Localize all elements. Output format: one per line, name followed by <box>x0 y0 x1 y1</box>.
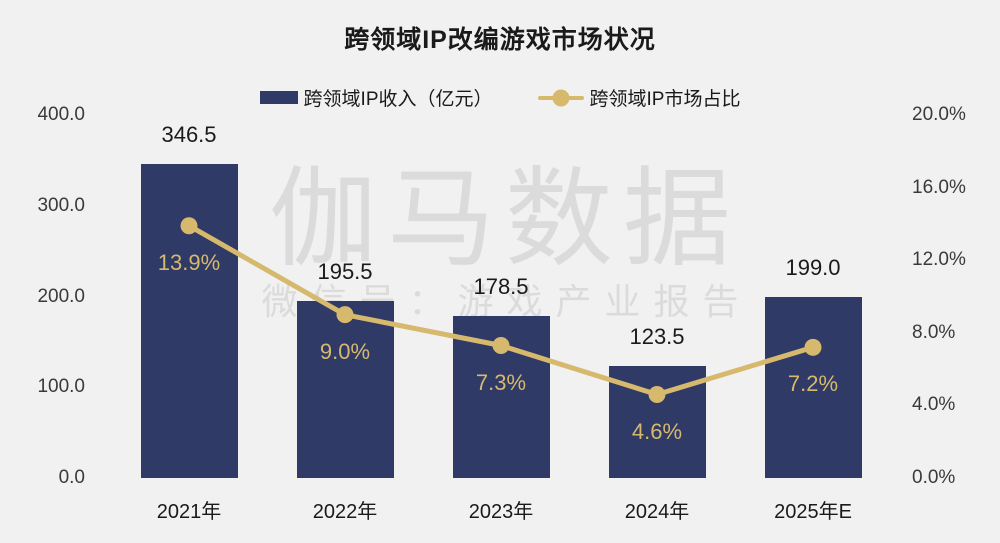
right-axis-tick-1: 16.0% <box>912 176 966 198</box>
bar-2025E <box>764 297 862 478</box>
right-axis-tick-3: 8.0% <box>912 321 956 343</box>
data-point-2025E <box>804 338 822 356</box>
bar-2022 <box>296 300 394 478</box>
legend: 跨领域IP收入（亿元） 跨领域IP市场占比 <box>0 84 1000 111</box>
value-label-2024: 123.5 <box>629 323 685 349</box>
value-label-2021: 346.5 <box>161 121 217 147</box>
left-axis-tick-1: 300.0 <box>37 194 85 216</box>
value-label-2022: 195.5 <box>317 258 373 284</box>
pct-label-2024: 4.6% <box>631 418 683 444</box>
left-axis-tick-4: 0.0 <box>58 467 85 488</box>
x-label-2022: 2022年 <box>312 501 378 523</box>
x-label-2024: 2024年 <box>624 501 690 523</box>
pct-label-2021: 13.9% <box>157 249 221 275</box>
legend-item-revenue: 跨领域IP收入（亿元） <box>259 84 493 111</box>
chart-title: 跨领域IP改编游戏市场状况 <box>344 26 656 54</box>
right-axis-tick-0: 20.0% <box>912 104 966 125</box>
x-label-2021: 2021年 <box>156 501 222 523</box>
pct-label-2025E: 7.2% <box>787 371 839 397</box>
x-label-2023: 2023年 <box>468 501 534 523</box>
value-label-2025E: 199.0 <box>785 255 841 281</box>
data-point-2021 <box>180 217 198 235</box>
pct-label-2022: 9.0% <box>319 338 371 364</box>
value-label-2023: 178.5 <box>473 274 529 299</box>
data-point-2023 <box>492 337 510 355</box>
x-label-2025E: 2025年E <box>774 501 852 523</box>
left-axis-tick-0: 400.0 <box>37 104 85 125</box>
bar-2021 <box>140 163 238 478</box>
data-point-2024 <box>648 386 666 404</box>
legend-label-revenue: 跨领域IP收入（亿元） <box>303 89 493 110</box>
right-axis-tick-4: 4.0% <box>912 394 956 416</box>
line-series-dot-icon <box>552 89 569 106</box>
legend-item-share: 跨领域IP市场占比 <box>537 84 741 111</box>
pct-label-2023: 7.3% <box>475 369 527 395</box>
data-point-2022 <box>336 306 354 324</box>
left-axis-tick-2: 200.0 <box>37 285 85 307</box>
bar-series-swatch <box>259 91 298 104</box>
right-axis-tick-5: 0.0% <box>912 467 956 488</box>
left-axis-tick-3: 100.0 <box>37 376 85 398</box>
legend-label-share: 跨领域IP市场占比 <box>589 89 741 110</box>
line-series-swatch <box>537 89 584 106</box>
right-axis-tick-2: 12.0% <box>912 249 966 271</box>
